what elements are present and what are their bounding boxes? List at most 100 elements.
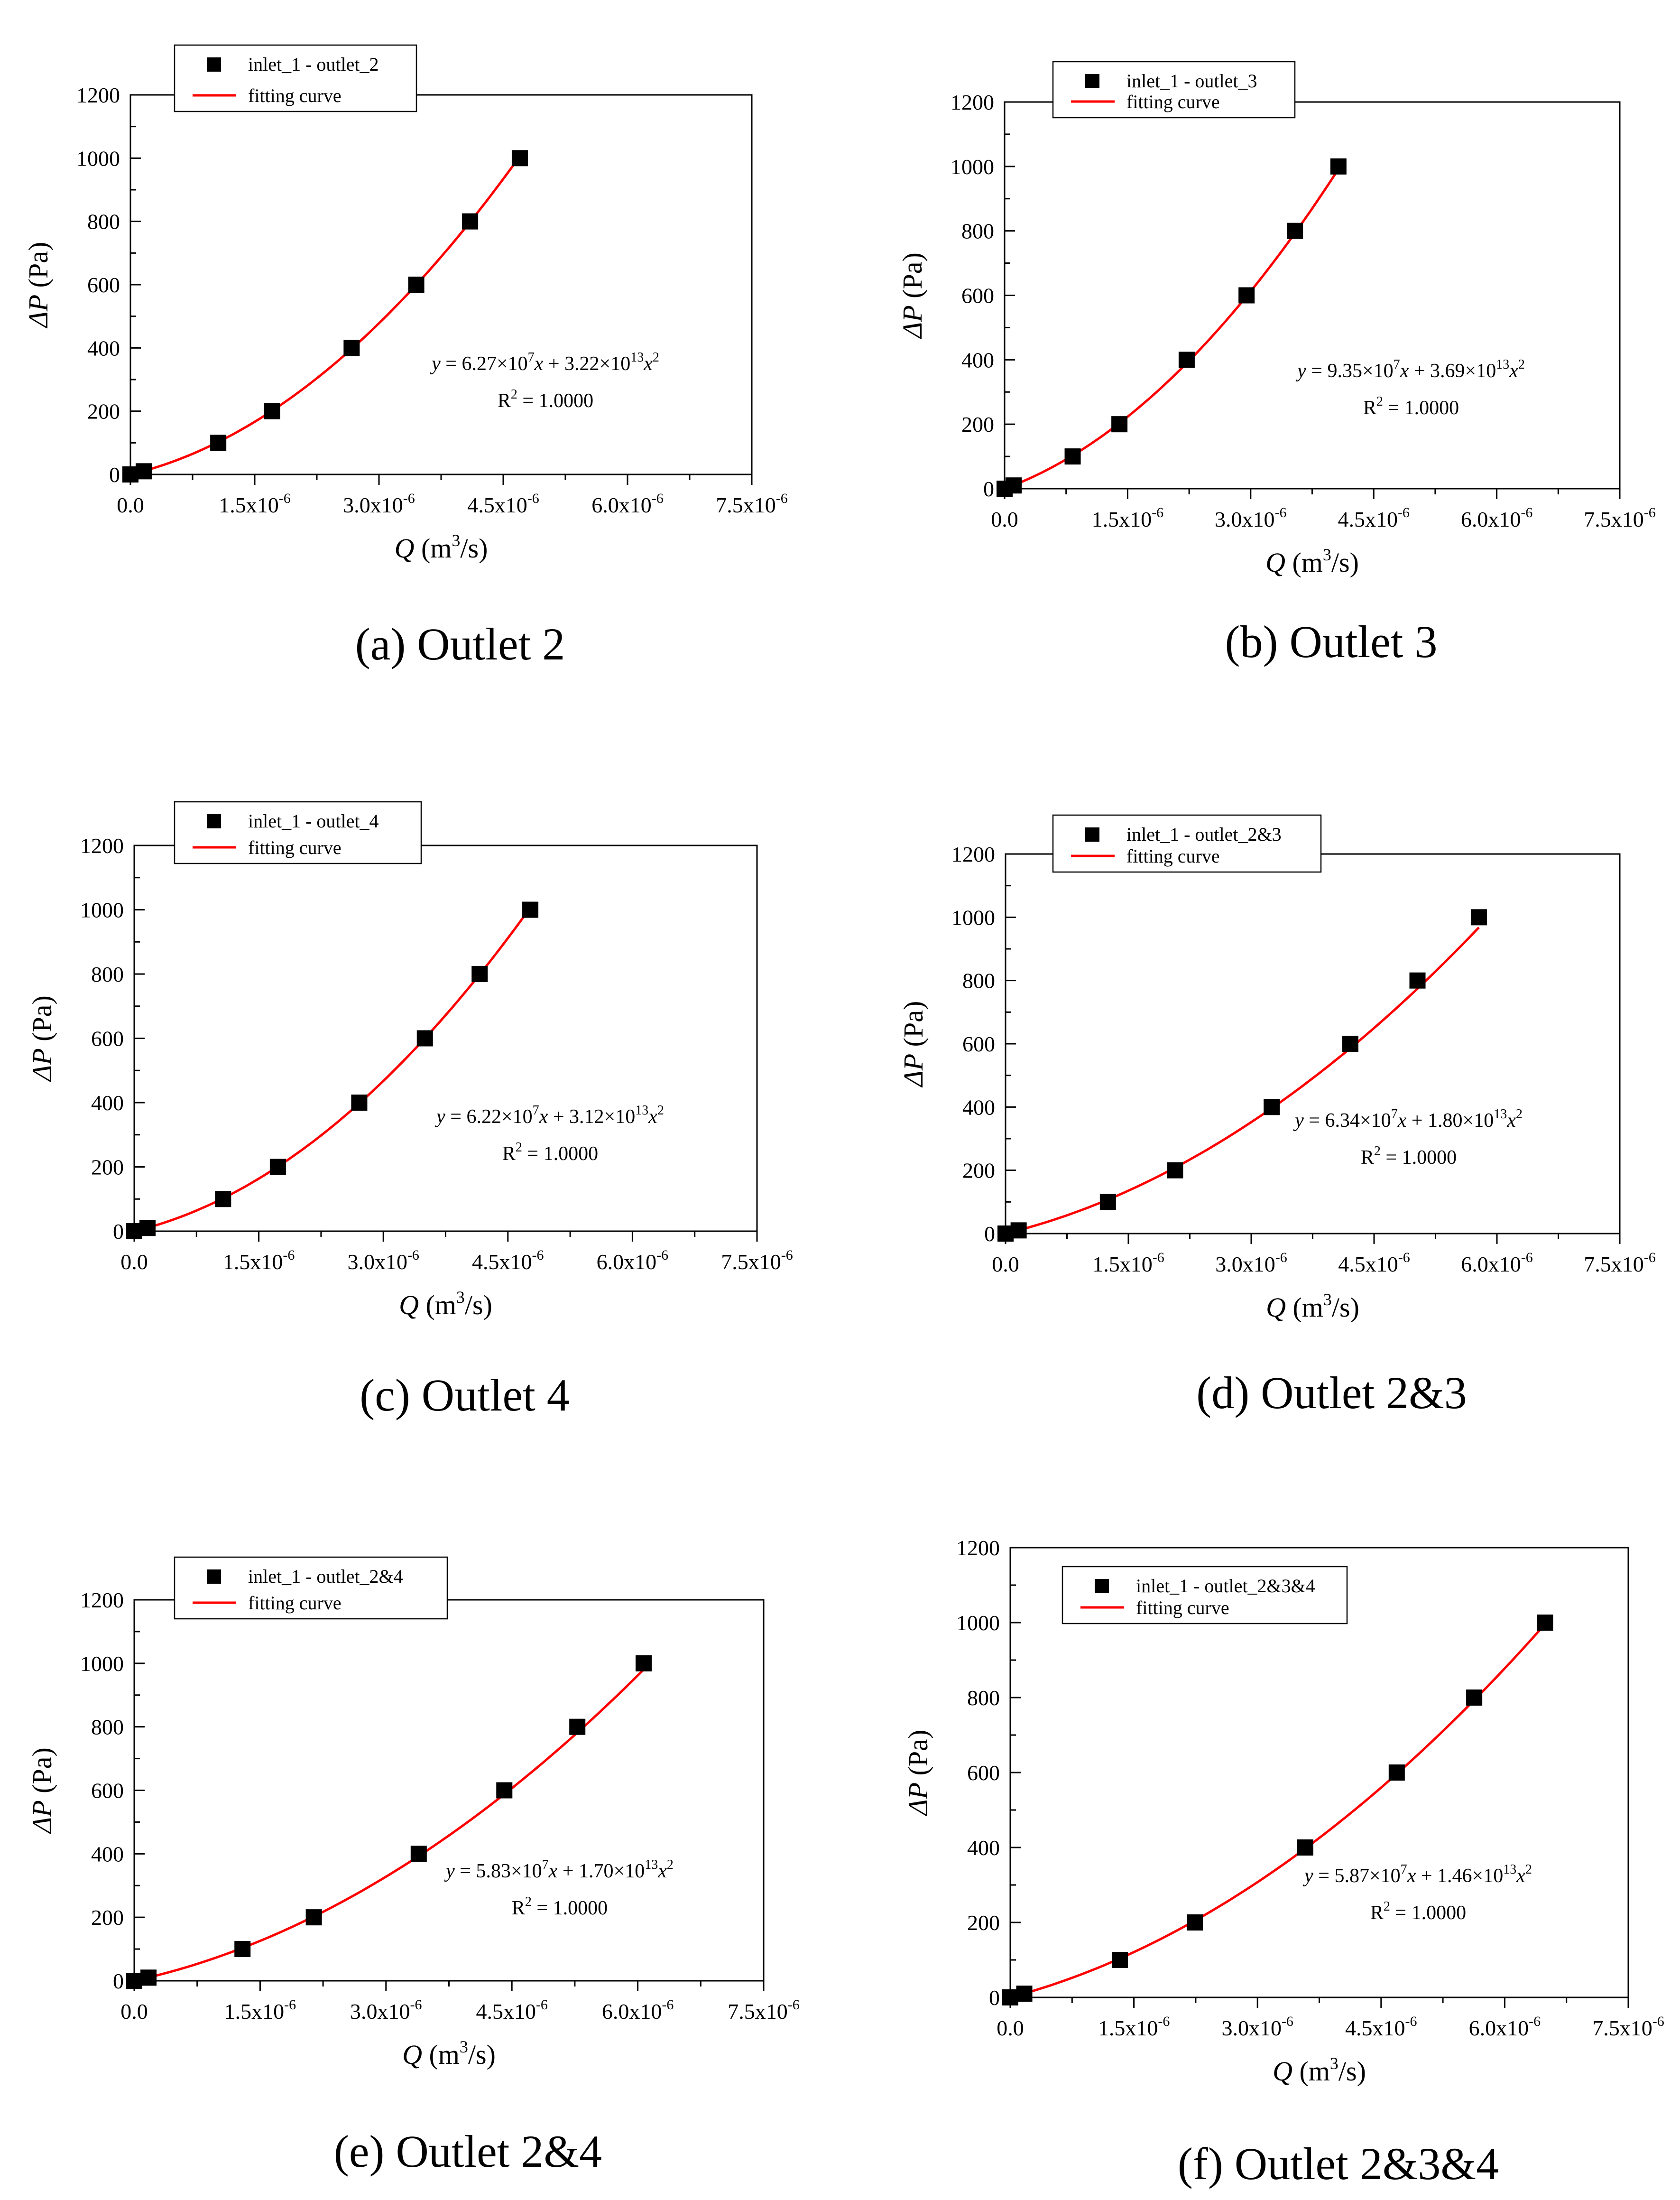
fit-equation: y = 6.22×107x + 3.12×1013x2 — [434, 1103, 664, 1128]
x-axis-unit-b: /s) — [1338, 2056, 1366, 2087]
x-tick-label: 3.0x10-6 — [343, 491, 415, 517]
fit-r-squared: R2 = 1.0000 — [1361, 1144, 1457, 1169]
r2-value: = 1.0000 — [532, 1897, 608, 1919]
eq-a-exp: 7 — [533, 1103, 539, 1118]
fitting-curve-line — [130, 155, 521, 476]
x-axis-unit-a: (m — [1292, 2056, 1330, 2087]
x-tick-text: 0.0 — [991, 507, 1018, 531]
x-tick-exponent: -6 — [532, 1247, 544, 1263]
x-axis-unit-exp: 3 — [1323, 1290, 1332, 1309]
x-tick-text: 3.0x10 — [350, 1999, 410, 2024]
y-axis-label: ΔP (Pa) — [27, 995, 57, 1082]
data-point — [1342, 1036, 1358, 1052]
fit-equation: y = 9.35×107x + 3.69×1013x2 — [1295, 357, 1525, 382]
fit-r-squared: R2 = 1.0000 — [1370, 1899, 1466, 1924]
panel-caption: (a) Outlet 2 — [355, 619, 565, 669]
x-tick-label: 4.5x10-6 — [1345, 2014, 1417, 2040]
x-tick-label: 4.5x10-6 — [472, 1247, 544, 1274]
data-point — [140, 1969, 157, 1986]
x-tick-text: 1.5x10 — [1098, 2016, 1158, 2040]
eq-x2: x — [657, 1860, 667, 1882]
x-tick-text: 0.0 — [120, 1999, 148, 2024]
y-axis-label: ΔP (Pa) — [897, 252, 928, 339]
y-tick-label: 1200 — [76, 83, 120, 107]
x-tick-text: 6.0x10 — [591, 493, 652, 517]
data-point — [210, 435, 227, 451]
x-tick-text: 1.5x10 — [1092, 507, 1152, 531]
eq-b-exp: 13 — [1496, 357, 1509, 372]
y-tick-label: 1000 — [951, 155, 994, 179]
x-tick-label: 3.0x10-6 — [350, 1997, 422, 2024]
x-tick-label: 0.0 — [992, 1252, 1019, 1276]
panel-caption: (b) Outlet 3 — [1225, 616, 1438, 667]
y-axis-label: ΔP (Pa) — [23, 242, 54, 329]
x-axis-unit-b: /s) — [465, 1290, 492, 1320]
r2-label: R — [1361, 1147, 1374, 1169]
legend-fit-label: fitting curve — [1136, 1597, 1229, 1618]
x-tick-label: 1.5x10-6 — [219, 491, 291, 517]
x-tick-text: 4.5x10 — [1338, 507, 1398, 531]
x-tick-label: 6.0x10-6 — [1461, 1250, 1533, 1276]
eq-a-exp: 7 — [1394, 357, 1400, 372]
x-tick-text: 6.0x10 — [1461, 507, 1521, 531]
y-tick-label: 400 — [91, 1091, 124, 1115]
y-tick-label: 1000 — [956, 1611, 1000, 1635]
x-axis-label: Q (m3/s) — [1265, 545, 1359, 578]
data-point — [1016, 1986, 1033, 2002]
eq-x2: x — [648, 1106, 657, 1128]
eq-b: + 1.70×10 — [557, 1860, 645, 1882]
y-tick-label: 800 — [961, 219, 994, 243]
y-tick-label: 200 — [87, 399, 120, 424]
data-point — [496, 1782, 513, 1799]
data-point — [1466, 1689, 1483, 1706]
y-tick-label: 400 — [967, 1836, 1000, 1860]
y-tick-label: 1200 — [956, 1536, 1000, 1560]
x-tick-text: 6.0x10 — [1461, 1252, 1521, 1276]
x-tick-label: 1.5x10-6 — [224, 1997, 296, 2024]
eq-a: = 5.87×10 — [1313, 1865, 1401, 1887]
x-tick-exponent: -6 — [1398, 505, 1410, 520]
eq-a-exp: 7 — [542, 1857, 549, 1872]
x-tick-text: 7.5x10 — [728, 1999, 788, 2024]
x-axis-symbol: Q — [1265, 547, 1285, 578]
x-tick-exponent: -6 — [527, 491, 539, 506]
fitting-curve-line — [1005, 927, 1480, 1235]
x-tick-text: 6.0x10 — [1469, 2016, 1529, 2040]
eq-y: y — [430, 353, 441, 375]
x-tick-exponent: -6 — [1644, 505, 1656, 520]
r2-exp: 2 — [525, 1894, 532, 1909]
x-tick-text: 4.5x10 — [476, 1999, 536, 2024]
y-tick-label: 600 — [961, 284, 994, 308]
y-tick-label: 1000 — [80, 1652, 124, 1676]
x-tick-text: 4.5x10 — [1345, 2016, 1405, 2040]
r2-value: = 1.0000 — [1383, 397, 1459, 419]
x-tick-text: 3.0x10 — [1215, 507, 1275, 531]
data-point — [1330, 158, 1347, 175]
x-tick-text: 7.5x10 — [721, 1250, 781, 1274]
eq-b: + 1.46×10 — [1416, 1865, 1503, 1887]
data-point — [1187, 1914, 1203, 1931]
data-point — [1409, 972, 1426, 989]
fitting-curve-line — [134, 1669, 645, 1982]
x-tick-text: 4.5x10 — [467, 493, 527, 517]
x-tick-label: 3.0x10-6 — [1215, 505, 1287, 531]
plot-frame — [1005, 853, 1621, 1235]
eq-x2: x — [1516, 1865, 1525, 1887]
fit-r-squared: R2 = 1.0000 — [498, 387, 593, 412]
x-axis-symbol: Q — [1273, 2056, 1292, 2087]
x-tick-exponent: -6 — [1405, 2014, 1417, 2029]
plot-frame — [129, 94, 753, 475]
eq-a: = 9.35×10 — [1306, 360, 1394, 382]
y-tick-label: 400 — [961, 348, 994, 372]
legend-marker-icon — [1095, 1579, 1109, 1593]
x-tick-text: 7.5x10 — [716, 493, 776, 517]
fit-equation: y = 6.27×107x + 3.22×1013x2 — [430, 350, 659, 375]
legend-box — [174, 44, 417, 112]
x-tick-label: 4.5x10-6 — [467, 491, 539, 517]
x-tick-label: 7.5x10-6 — [721, 1247, 793, 1274]
eq-b-exp: 13 — [645, 1857, 658, 1872]
legend-marker-icon — [207, 57, 221, 72]
